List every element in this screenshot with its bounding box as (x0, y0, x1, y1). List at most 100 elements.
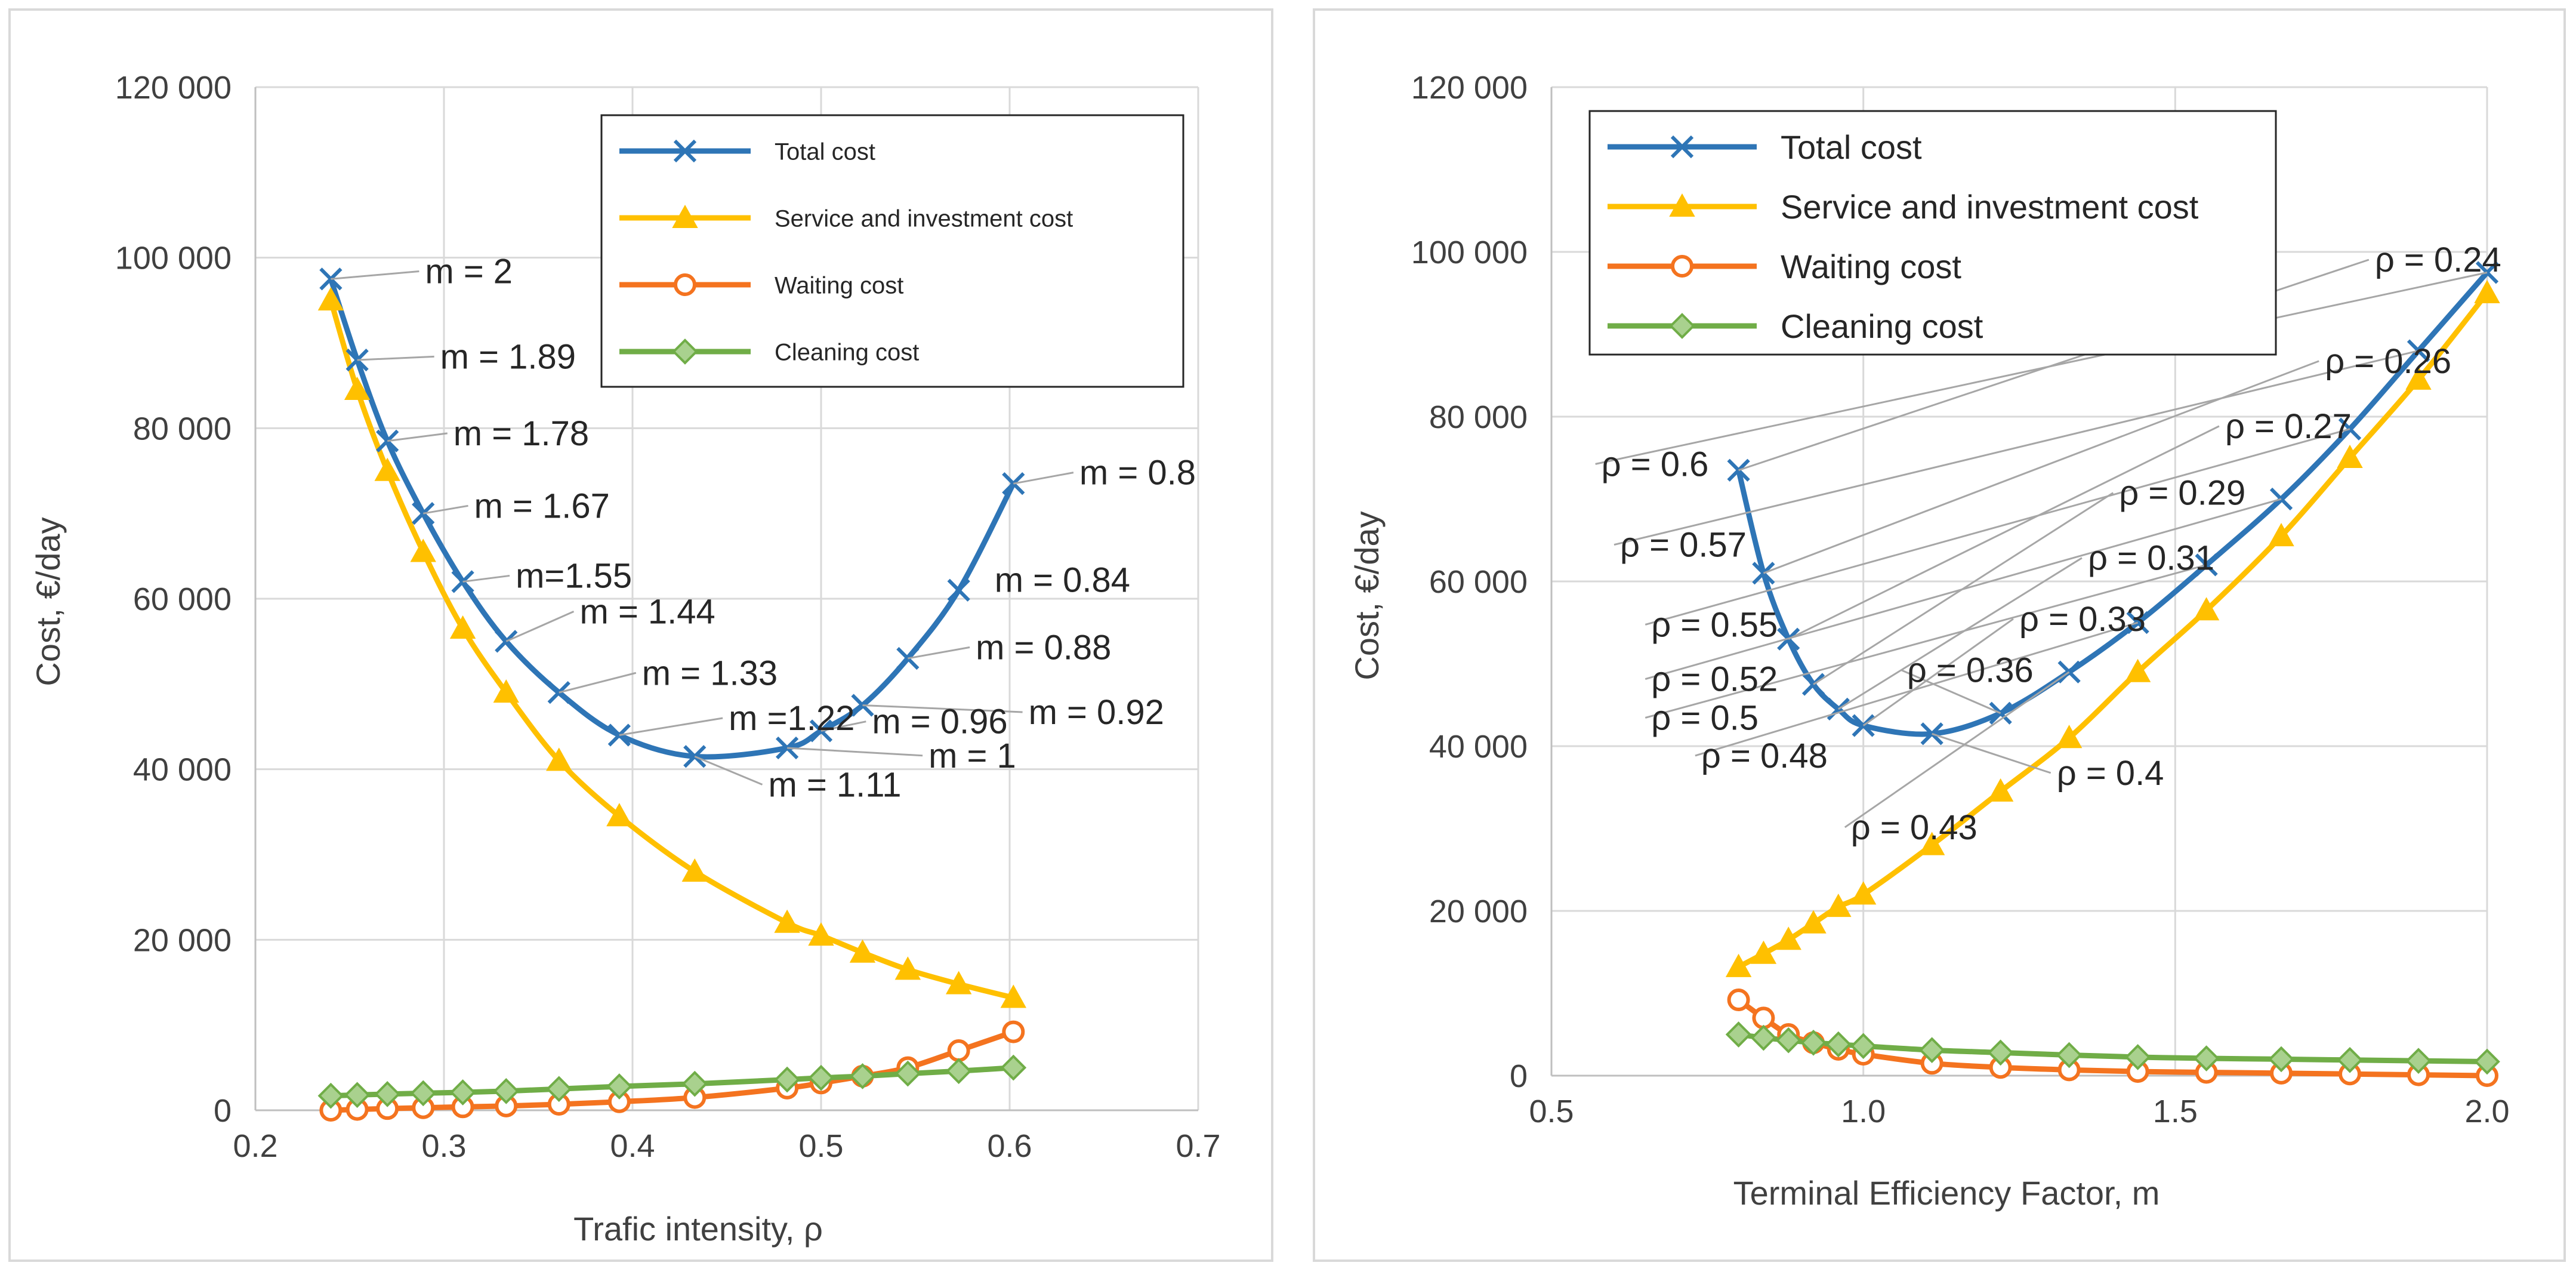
leader-line (908, 646, 970, 660)
cleaning-cost-marker (1775, 1027, 1802, 1054)
x-axis-label: Terminal Efficiency Factor, m (1733, 1174, 2160, 1212)
data-label: m = 2 (425, 252, 513, 291)
service-and-investment-cost-marker (1850, 881, 1877, 905)
legend: Total cost Service and investment cost Wai… (1588, 110, 2277, 356)
leader-line (1901, 669, 2001, 715)
data-label: ρ = 0.57 (1620, 526, 1747, 565)
data-label: ρ = 0.4 (2057, 754, 2164, 793)
cleaning-cost-marker (894, 1060, 921, 1087)
service-and-investment-cost-marker (2268, 523, 2294, 547)
service-and-investment-cost-marker (1825, 894, 1852, 917)
leader-line (1788, 425, 2220, 640)
cleaning-cost-marker (1750, 1024, 1777, 1051)
y-tick-label: 80 000 (1429, 399, 1528, 435)
service-and-investment-cost-marker (2474, 279, 2500, 303)
y-tick-label: 100 000 (1411, 235, 1528, 270)
data-label: m = 1.89 (440, 337, 576, 376)
cleaning-cost-marker (774, 1066, 800, 1093)
cleaning-cost-marker (344, 1082, 371, 1108)
leader-line (1695, 621, 2139, 757)
cleaning-cost-marker (945, 1058, 972, 1085)
series-lines (328, 278, 1016, 1113)
leader-line (1813, 492, 2114, 685)
x-tick-label: 0.2 (233, 1128, 277, 1164)
legend-label: Total cost (1781, 128, 1922, 166)
x-tick-label: 2.0 (2464, 1094, 2509, 1129)
x-tick-label: 1.5 (2153, 1094, 2198, 1129)
cleaning-cost-marker (493, 1078, 520, 1104)
data-label: ρ = 0.36 (1907, 651, 2034, 689)
x-tick-label: 0.5 (1529, 1094, 1574, 1129)
service-and-investment-cost-marker (410, 538, 436, 562)
service-and-investment-cost-marker (317, 287, 344, 311)
service-and-investment-cost-marker (849, 939, 876, 963)
waiting-cost-marker (1002, 1020, 1025, 1043)
waiting-cost-marker (1671, 255, 1693, 278)
cleaning-cost-marker (1987, 1039, 2014, 1066)
y-axis-label: Cost, €/day (29, 517, 67, 686)
annotations: ρ = 0.6ρ = 0.57ρ = 0.55ρ = 0.52ρ = 0.5ρ … (1602, 241, 2501, 847)
y-tick-label: 80 000 (133, 411, 232, 446)
x-tick-label: 0.7 (1176, 1128, 1220, 1164)
data-label: m = 1 (928, 737, 1016, 775)
data-label: ρ = 0.27 (2225, 407, 2352, 446)
leader-line (559, 672, 637, 694)
cleaning-cost-marker (849, 1063, 876, 1089)
cleaning-cost-marker (2268, 1046, 2294, 1073)
data-label: ρ = 0.33 (2019, 600, 2146, 639)
data-label: ρ = 0.55 (1651, 605, 1778, 644)
data-label: m = 1.44 (580, 592, 715, 631)
y-tick-label: 40 000 (1429, 729, 1528, 765)
service-and-investment-cost-marker (945, 971, 972, 994)
waiting-cost-marker (1752, 1006, 1775, 1030)
x-tick-labels: 0.2 0.3 0.4 0.5 0.6 0.7 (233, 1128, 1220, 1164)
service-and-investment-cost-marker (672, 204, 698, 228)
leader-line (1838, 557, 2083, 710)
chart-panel-left: 0 20 000 40 000 60 000 80 000 100 000 120 000 … (8, 8, 1273, 1262)
service-and-investment-cost-marker (808, 922, 834, 946)
y-axis-label: Cost, €/day (1348, 511, 1386, 680)
service-and-investment-cost-marker (681, 858, 708, 882)
waiting-cost-marker (674, 273, 696, 296)
data-label: ρ = 0.29 (2119, 474, 2245, 513)
service-and-investment-cost-marker (1918, 832, 1945, 855)
cleaning-cost-marker (1000, 1054, 1027, 1081)
leader-line (862, 704, 1023, 713)
service-and-investment-cost-marker (2193, 597, 2220, 621)
data-label: m = 0.96 (872, 703, 1007, 741)
chart-panel-right: 0 20 000 40 000 60 000 80 000 100 000 120 000 … (1313, 8, 2566, 1262)
legend-label: Cleaning cost (775, 339, 919, 365)
x-tick-label: 0.4 (610, 1128, 655, 1164)
data-label: m = 0.8 (1079, 454, 1196, 492)
cleaning-cost-marker (606, 1073, 633, 1100)
legend-box (1588, 110, 2277, 356)
leader-line (1614, 350, 2419, 546)
cleaning-cost-marker (374, 1081, 401, 1107)
service-and-investment-cost-marker (1800, 910, 1827, 934)
series-lines (1736, 270, 2489, 1079)
cleaning-cost-marker (317, 1082, 344, 1109)
leader-line (1932, 732, 2051, 774)
cleaning-cost-marker (410, 1080, 437, 1107)
legend-box (600, 114, 1184, 388)
total-cost-marker (1670, 135, 1694, 159)
y-tick-labels: 0 20 000 40 000 60 000 80 000 100 000 120 000 (1411, 70, 1528, 1094)
data-label: m = 0.84 (995, 561, 1130, 600)
service-and-investment-cost-marker (449, 615, 476, 639)
x-tick-labels: 0.5 1.0 1.5 2.0 (1529, 1094, 2509, 1129)
cleaning-cost-marker (1825, 1031, 1852, 1058)
leader-line (422, 504, 468, 515)
leader-line (694, 755, 763, 786)
cleaning-cost-marker (2056, 1042, 2083, 1068)
leader-line (1763, 360, 2319, 574)
y-tick-label: 60 000 (1429, 564, 1528, 600)
data-label: ρ = 0.5 (1651, 698, 1759, 737)
y-tick-label: 20 000 (1429, 894, 1528, 929)
service-and-investment-cost-marker (493, 679, 519, 703)
leader-line (1645, 563, 2207, 719)
service-and-investment-cost-marker (2337, 444, 2363, 468)
cleaning-cost-marker (681, 1070, 708, 1097)
leader-line (462, 574, 510, 583)
service-and-investment-cost-marker (1987, 778, 2014, 802)
